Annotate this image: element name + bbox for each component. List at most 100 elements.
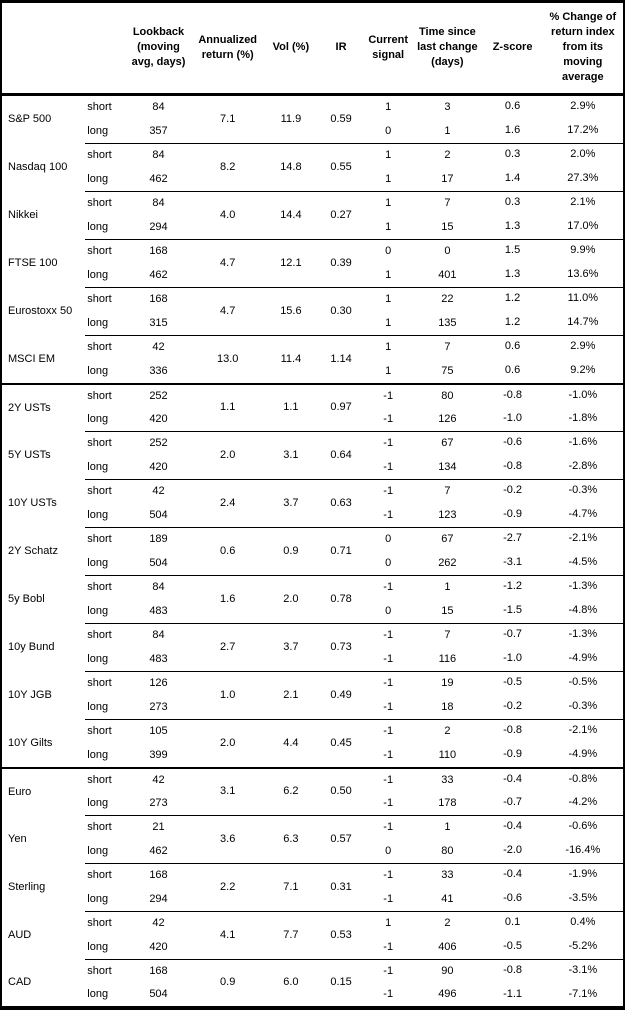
annualized-return-cell: 3.6 <box>191 815 264 864</box>
time-since-change-cell: 1 <box>412 815 483 840</box>
ir-cell: 0.27 <box>317 191 365 240</box>
current-signal-cell: 1 <box>385 172 392 185</box>
current-signal-cell: 1 <box>364 191 413 216</box>
pct-change-cell: -3.5% <box>568 891 598 904</box>
z-score-cell: -1.0 <box>503 411 523 424</box>
ir-cell: 0.97 <box>317 382 365 432</box>
z-score-cell: -2.0 <box>503 843 523 856</box>
current-signal-cell: -1 <box>383 796 394 809</box>
lookback-cell: 420 <box>149 940 168 953</box>
vol-cell: 6.2 <box>263 766 318 816</box>
z-score-cell: -0.7 <box>482 623 543 648</box>
ir-cell: 0.71 <box>317 527 365 576</box>
current-signal-cell: 0 <box>385 604 392 617</box>
pct-change-cell: -4.8% <box>568 603 598 616</box>
current-signal-cell: 0 <box>364 239 413 264</box>
asset-name-cell: FTSE 100 <box>8 257 58 269</box>
ir-cell: 0.73 <box>317 623 365 672</box>
pct-change-cell: -16.4% <box>565 843 601 856</box>
z-score-cell: -0.8 <box>503 459 523 472</box>
z-score-cell: -1.1 <box>503 987 523 1000</box>
table-row: 5y Bobl short 84 1.6 2.0 0.78 -1 1 -1.2 -1.3% <box>1 575 624 624</box>
current-signal-cell: 0 <box>385 124 392 137</box>
table-row: long 336 1 75 0.6 9.2% <box>1 360 624 384</box>
annualized-return-cell: 2.0 <box>191 431 264 480</box>
time-since-change-cell: 406 <box>438 940 457 953</box>
time-since-change-cell: 401 <box>438 268 457 281</box>
current-signal-cell: -1 <box>364 479 413 504</box>
pct-change-cell: -0.8% <box>542 766 624 792</box>
vol-cell: 14.4 <box>263 191 318 240</box>
position-cell: long <box>87 844 109 857</box>
pct-change-cell: 14.7% <box>567 315 599 328</box>
asset-name-cell: S&P 500 <box>8 113 52 126</box>
header-double-rule <box>1 92 624 96</box>
pct-change-cell: 27.3% <box>567 171 599 184</box>
column-header-current-signal: Current signal <box>368 33 409 61</box>
pct-change-cell: 17.0% <box>567 219 599 232</box>
table-row: long 399 -1 110 -0.9 -4.9% <box>1 744 624 768</box>
column-header-vol: Vol (%) <box>272 41 310 54</box>
pct-change-cell: -4.2% <box>568 795 598 808</box>
ir-cell: 0.57 <box>317 815 365 864</box>
lookback-cell: 168 <box>125 863 192 888</box>
position-cell: short <box>85 815 126 840</box>
lookback-cell: 168 <box>125 287 192 312</box>
time-since-change-cell: 18 <box>441 700 454 713</box>
vol-cell: 4.4 <box>263 719 318 768</box>
lookback-cell: 315 <box>149 316 168 329</box>
pct-change-cell: -0.5% <box>542 671 624 696</box>
table-row: Eurostoxx 50 short 168 4.7 15.6 0.30 1 22 1.2 11.… <box>1 287 624 336</box>
lookback-cell: 21 <box>125 815 192 840</box>
lookback-cell: 420 <box>149 460 168 473</box>
ir-cell: 0.64 <box>317 431 365 480</box>
table-row: long 294 -1 41 -0.6 -3.5% <box>1 888 624 912</box>
column-header-time-since-change: Time since last change (days) <box>417 26 478 69</box>
z-score-cell: -0.4 <box>482 863 543 888</box>
asset-name-cell: AUD <box>8 929 32 941</box>
ir-cell: 1.14 <box>317 335 365 384</box>
vol-cell: 11.9 <box>280 113 302 125</box>
current-signal-cell: 0 <box>364 527 413 552</box>
table-row: long 420 -1 406 -0.5 -5.2% <box>1 936 624 960</box>
table-row: long 483 -1 116 -1.0 -4.9% <box>1 648 624 672</box>
table-row: 10Y USTs short 42 2.4 3.7 0.63 -1 7 -0.2 -0.3% <box>1 479 624 528</box>
time-since-change-cell: 135 <box>438 316 457 329</box>
pct-change-cell: -0.3% <box>542 479 624 504</box>
annualized-return-cell: 2.4 <box>191 479 264 528</box>
pct-change-cell: 2.9% <box>570 100 596 112</box>
table-body: S&P 500 short 84 7.1 11.9 0.59 1 3 0.6 2.9% long 35… <box>1 96 624 1008</box>
z-score-cell: 1.2 <box>482 287 543 312</box>
time-since-change-cell: 7 <box>412 335 483 360</box>
ir-cell: 0.49 <box>317 671 365 720</box>
table-row: 5Y USTs short 252 2.0 3.1 0.64 -1 67 -0.6 -1.6% <box>1 431 624 480</box>
lookback-cell: 84 <box>125 575 192 600</box>
table-row: long 504 -1 496 -1.1 -7.1% <box>1 984 624 1008</box>
ir-cell: 0.53 <box>317 911 365 960</box>
z-score-cell: -0.4 <box>482 815 543 840</box>
z-score-cell: -0.7 <box>503 795 523 808</box>
position-cell: short <box>85 479 126 504</box>
asset-name-cell: 5y Bobl <box>8 593 45 605</box>
lookback-cell: 336 <box>149 364 168 377</box>
position-cell: long <box>87 268 109 281</box>
ir-cell: 0.63 <box>317 479 365 528</box>
position-cell: short <box>85 575 126 600</box>
ir-cell: 0.59 <box>330 113 352 125</box>
z-score-cell: -1.0 <box>503 651 523 664</box>
pct-change-cell: 0.4% <box>542 911 624 936</box>
current-signal-cell: -1 <box>364 815 413 840</box>
annualized-return-cell: 1.0 <box>191 671 264 720</box>
time-since-change-cell: 7 <box>412 479 483 504</box>
time-since-change-cell: 116 <box>438 652 457 665</box>
time-since-change-cell: 15 <box>441 220 454 233</box>
z-score-cell: 0.3 <box>482 143 543 168</box>
vol-cell: 14.8 <box>263 143 318 192</box>
table-row: 10Y JGB short 126 1.0 2.1 0.49 -1 19 -0.5 -0.5% <box>1 671 624 720</box>
table-row: Sterling short 168 2.2 7.1 0.31 -1 33 -0.4 -1.9% <box>1 863 624 912</box>
position-cell: long <box>87 796 109 809</box>
time-since-change-cell: 496 <box>438 988 457 1000</box>
current-signal-cell: 0 <box>385 844 392 857</box>
time-since-change-cell: 126 <box>438 412 457 425</box>
time-since-change-cell: 134 <box>438 460 457 473</box>
